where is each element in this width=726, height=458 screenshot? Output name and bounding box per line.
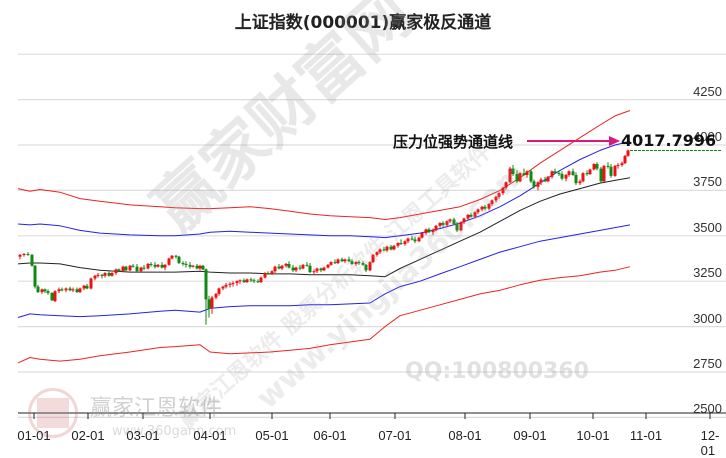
grid-lines	[18, 53, 726, 418]
x-tick-label: 10-01	[576, 428, 610, 443]
x-tick-label: 08-01	[448, 428, 482, 443]
y-tick-label: 2500	[693, 401, 722, 417]
x-tick-label: 01-01	[17, 428, 51, 443]
annotation-arrow	[527, 136, 620, 146]
x-tick-label: 12-01	[700, 428, 720, 458]
y-tick-label: 4250	[693, 83, 722, 99]
chart-title: 上证指数(000001)赢家极反通道	[234, 13, 492, 33]
channel-lines	[17, 110, 631, 364]
y-tick-label: 3750	[693, 174, 722, 190]
candlesticks	[18, 149, 722, 325]
watermark-logo-icon	[28, 388, 78, 438]
annotation-label: 压力位强势通道线	[393, 133, 514, 151]
y-tick-label: 3250	[693, 265, 722, 281]
y-tick-label: 4000	[693, 129, 722, 144]
x-tick-label: 09-01	[513, 428, 547, 443]
x-tick-label: 05-01	[255, 428, 289, 443]
x-tick-label: 04-01	[193, 428, 227, 443]
y-tick-label: 2750	[693, 356, 722, 371]
x-tick-label: 06-01	[313, 428, 347, 443]
x-tick-label: 11-01	[629, 428, 663, 443]
last-value-label: 4017.7996	[621, 131, 717, 150]
y-tick-label: 3500	[693, 219, 722, 235]
y-tick-label: 3000	[693, 310, 722, 326]
x-tick-label: 07-01	[378, 428, 412, 443]
x-axis	[18, 412, 726, 419]
x-tick-label: 03-01	[126, 428, 160, 443]
x-tick-label: 02-01	[71, 428, 105, 443]
